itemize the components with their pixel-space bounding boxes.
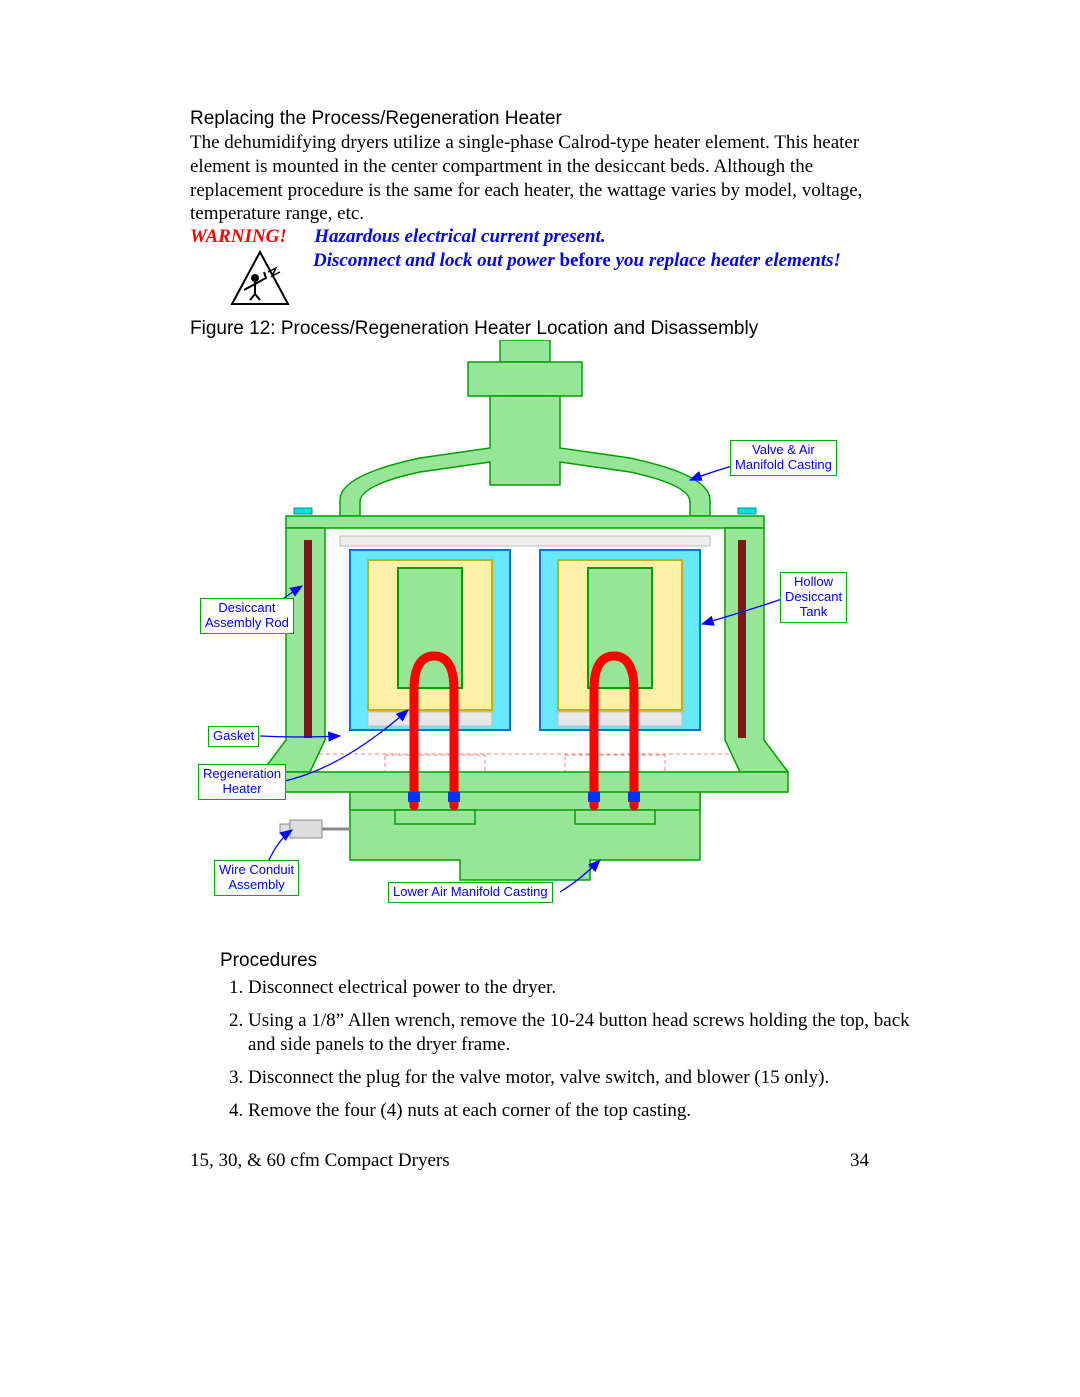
figure-diagram: Valve & AirManifold Casting HollowDesicc…	[190, 340, 890, 920]
wire-conduit	[280, 820, 350, 838]
procedure-item: Remove the four (4) nuts at each corner …	[248, 1099, 918, 1124]
procedure-item: Using a 1/8” Allen wrench, remove the 10…	[248, 1009, 918, 1058]
warning-row: WARNING! Hazardous electrical current pr…	[190, 226, 606, 248]
label-lower: Lower Air Manifold Casting	[388, 882, 553, 903]
warning-line2b: before	[559, 250, 610, 271]
label-hollow-text: HollowDesiccantTank	[785, 574, 842, 619]
gasket-left	[294, 508, 312, 514]
label-rod: DesiccantAssembly Rod	[200, 598, 294, 634]
label-valve-text: Valve & AirManifold Casting	[735, 442, 832, 472]
label-hollow: HollowDesiccantTank	[780, 572, 847, 623]
label-gasket-text: Gasket	[213, 728, 254, 743]
left-bed	[350, 550, 510, 730]
procedures-list: Disconnect electrical power to the dryer…	[220, 976, 918, 1131]
label-rod-text: DesiccantAssembly Rod	[205, 600, 289, 630]
label-regen: RegenerationHeater	[198, 764, 286, 800]
warning-line1: Hazardous electrical current present.	[314, 226, 605, 247]
label-wire-text: Wire ConduitAssembly	[219, 862, 294, 892]
page: Replacing the Process/Regeneration Heate…	[0, 0, 1080, 1397]
procedure-item: Disconnect electrical power to the dryer…	[248, 976, 918, 1001]
top-bar	[340, 536, 710, 546]
section-heading: Replacing the Process/Regeneration Heate…	[190, 108, 562, 130]
warning-line2a: Disconnect and lock out power	[313, 250, 559, 271]
label-wire: Wire ConduitAssembly	[214, 860, 299, 896]
casting-body	[262, 340, 788, 880]
gasket-right	[738, 508, 756, 514]
procedures-heading: Procedures	[220, 950, 317, 972]
dryer-diagram-svg	[190, 340, 890, 920]
right-bed	[540, 550, 700, 730]
warning-line2c: you replace heater elements!	[611, 250, 841, 271]
warning-label: WARNING!	[190, 226, 287, 247]
label-gasket: Gasket	[208, 726, 259, 747]
figure-caption: Figure 12: Process/Regeneration Heater L…	[190, 318, 758, 340]
warning-line2: Disconnect and lock out power before you…	[313, 250, 841, 272]
label-valve: Valve & AirManifold Casting	[730, 440, 837, 476]
electric-shock-icon	[230, 250, 290, 308]
footer-right: 34	[850, 1150, 869, 1172]
label-regen-text: RegenerationHeater	[203, 766, 281, 796]
label-lower-text: Lower Air Manifold Casting	[393, 884, 548, 899]
procedure-item: Disconnect the plug for the valve motor,…	[248, 1066, 918, 1091]
intro-paragraph: The dehumidifying dryers utilize a singl…	[190, 131, 890, 226]
footer-left: 15, 30, & 60 cfm Compact Dryers	[190, 1150, 450, 1172]
